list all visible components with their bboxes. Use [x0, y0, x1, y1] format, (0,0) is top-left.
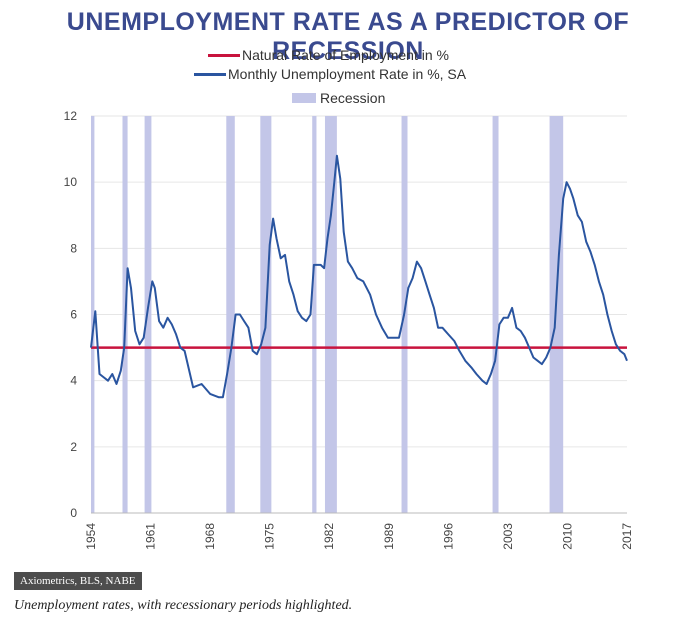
x-tick-label: 1996 — [441, 523, 455, 550]
y-tick-label: 12 — [64, 109, 78, 123]
x-tick-label: 2017 — [620, 523, 634, 550]
chart-title: UNEMPLOYMENT RATE AS A PREDICTOR OF RECE… — [66, 8, 630, 65]
y-tick-label: 4 — [70, 374, 77, 388]
y-tick-label: 10 — [64, 175, 78, 189]
legend-swatch-unemployment — [194, 72, 226, 76]
legend-item-unemployment: Monthly Unemployment Rate in %, SA — [194, 66, 466, 82]
y-tick-label: 2 — [70, 440, 77, 454]
legend-item-recession: Recession — [292, 90, 385, 106]
y-tick-label: 6 — [70, 308, 77, 322]
y-tick-label: 8 — [70, 241, 77, 255]
x-tick-label: 1982 — [322, 523, 336, 550]
source-badge: Axiometrics, BLS, NABE — [14, 572, 142, 590]
recession-band — [91, 116, 95, 513]
recession-band — [492, 116, 499, 513]
x-tick-label: 1968 — [203, 523, 217, 550]
y-tick-label: 0 — [70, 506, 77, 520]
legend-label-recession: Recession — [320, 90, 386, 106]
x-tick-label: 1961 — [144, 523, 158, 550]
legend-label-unemployment: Monthly Unemployment Rate in %, SA — [228, 66, 467, 82]
recession-band — [226, 116, 235, 513]
recession-band — [312, 116, 317, 513]
legend-swatch-natural-rate — [208, 53, 240, 57]
recession-band — [324, 116, 337, 513]
legend-label-natural-rate: Natural Rate of Employment in % — [242, 47, 449, 63]
unemployment-series-line — [90, 154, 628, 399]
x-tick-label: 2003 — [501, 523, 515, 550]
legend-swatch-recession — [292, 93, 316, 103]
chart-caption: Unemployment rates, with recessionary pe… — [14, 598, 353, 613]
x-tick-label: 1954 — [84, 523, 98, 550]
x-tick-label: 2010 — [560, 523, 574, 550]
x-tick-label: 1975 — [263, 523, 277, 550]
x-tick-label: 1989 — [382, 523, 396, 550]
legend-item-natural-rate: Natural Rate of Employment in % — [208, 47, 449, 63]
unemployment-chart: 0 2 4 6 8 10 12 1954 1961 1968 1975 1982 1989 1996 200… — [64, 109, 634, 550]
